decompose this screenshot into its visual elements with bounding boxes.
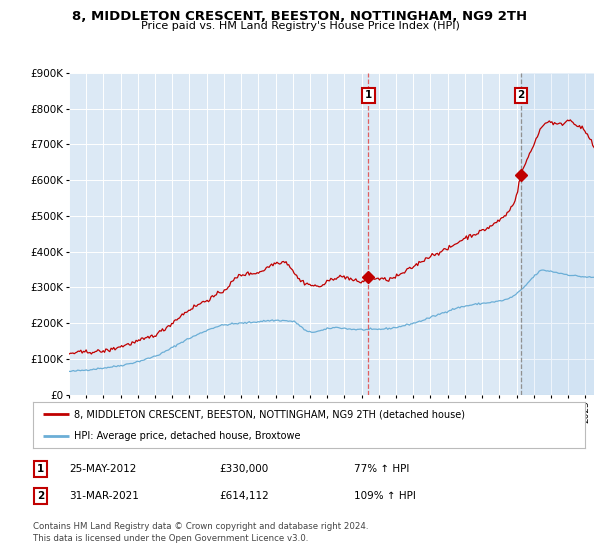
Text: 2: 2 [37,491,44,501]
Text: Contains HM Land Registry data © Crown copyright and database right 2024.
This d: Contains HM Land Registry data © Crown c… [33,522,368,543]
Text: Price paid vs. HM Land Registry's House Price Index (HPI): Price paid vs. HM Land Registry's House … [140,21,460,31]
Bar [521,73,600,395]
Text: 31-MAR-2021: 31-MAR-2021 [69,491,139,501]
Text: HPI: Average price, detached house, Broxtowe: HPI: Average price, detached house, Brox… [74,431,301,441]
Text: 8, MIDDLETON CRESCENT, BEESTON, NOTTINGHAM, NG9 2TH: 8, MIDDLETON CRESCENT, BEESTON, NOTTINGH… [73,10,527,23]
Text: 25-MAY-2012: 25-MAY-2012 [69,464,136,474]
Text: 1: 1 [365,90,372,100]
Text: 8, MIDDLETON CRESCENT, BEESTON, NOTTINGHAM, NG9 2TH (detached house): 8, MIDDLETON CRESCENT, BEESTON, NOTTINGH… [74,409,466,419]
Text: 109% ↑ HPI: 109% ↑ HPI [354,491,416,501]
Text: 77% ↑ HPI: 77% ↑ HPI [354,464,409,474]
Text: £330,000: £330,000 [219,464,268,474]
Text: 1: 1 [37,464,44,474]
Text: £614,112: £614,112 [219,491,269,501]
Text: 2: 2 [517,90,524,100]
